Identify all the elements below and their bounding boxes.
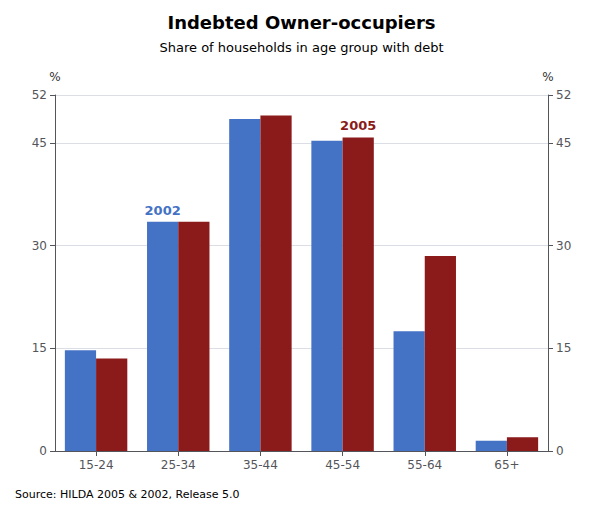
svg-text:0: 0	[39, 444, 47, 458]
svg-text:52: 52	[556, 88, 571, 102]
svg-text:Source: HILDA 2005 & 2002, Rel: Source: HILDA 2005 & 2002, Release 5.0	[15, 488, 239, 501]
svg-text:35-44: 35-44	[243, 458, 278, 472]
svg-text:2002: 2002	[145, 203, 181, 218]
svg-text:55-64: 55-64	[407, 458, 442, 472]
svg-text:0: 0	[556, 444, 564, 458]
svg-text:25-34: 25-34	[161, 458, 196, 472]
svg-text:15-24: 15-24	[79, 458, 114, 472]
svg-text:30: 30	[32, 239, 47, 253]
svg-text:%: %	[49, 70, 60, 84]
svg-text:65+: 65+	[494, 458, 519, 472]
svg-text:45-54: 45-54	[325, 458, 360, 472]
svg-text:52: 52	[32, 88, 47, 102]
svg-text:2005: 2005	[340, 118, 376, 133]
svg-text:45: 45	[556, 136, 571, 150]
svg-text:45: 45	[32, 136, 47, 150]
svg-text:15: 15	[32, 341, 47, 355]
svg-text:30: 30	[556, 239, 571, 253]
svg-text:%: %	[542, 70, 553, 84]
svg-text:15: 15	[556, 341, 571, 355]
svg-text:Indebted Owner-occupiers: Indebted Owner-occupiers	[167, 12, 435, 33]
svg-text:Share of households in age gro: Share of households in age group with de…	[159, 40, 443, 55]
